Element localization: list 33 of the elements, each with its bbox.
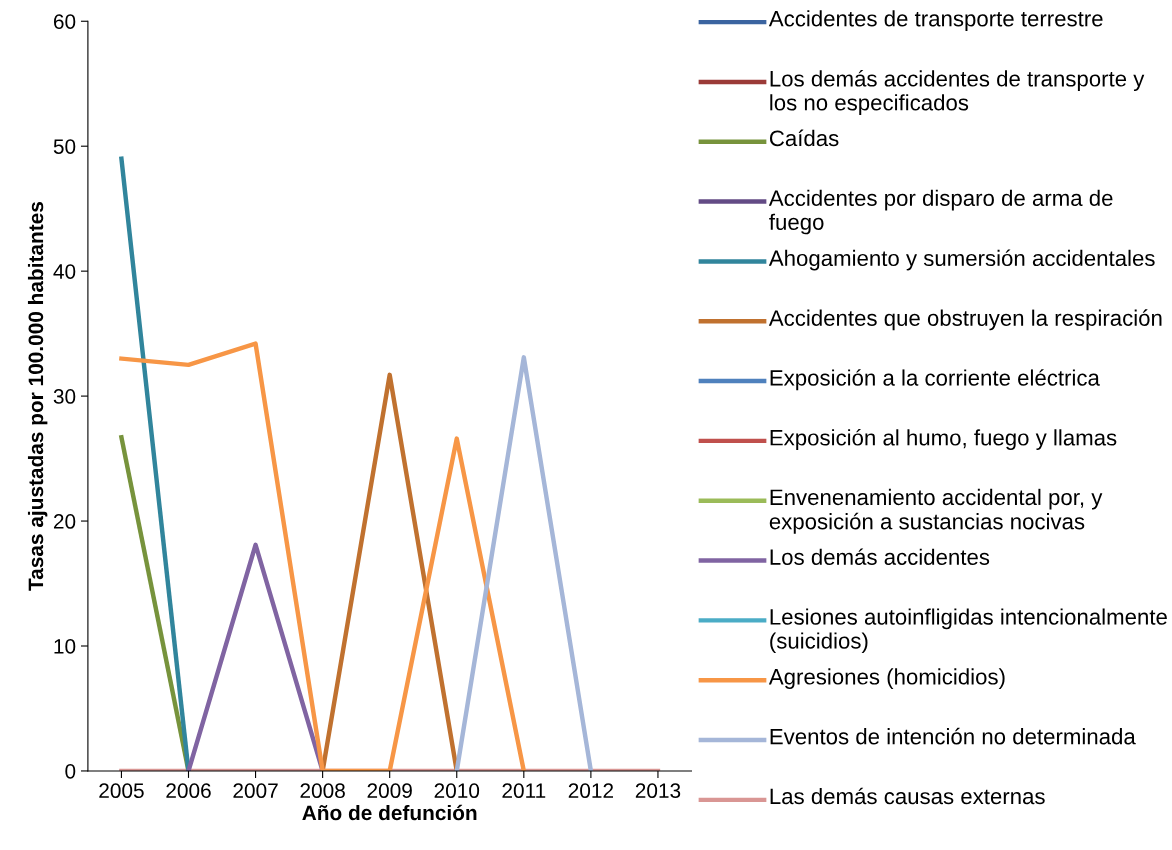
y-tick-label: 50 [53, 139, 76, 154]
y-axis-title: Tasas ajustadas por 100.000 habitantes [27, 202, 48, 591]
line-series [119, 341, 527, 771]
x-tick-label: 2012 [568, 783, 614, 799]
x-axis-title: Año de defunción [302, 804, 477, 821]
y-tick-label: 30 [53, 389, 76, 404]
x-tick-label: 2010 [434, 783, 480, 799]
x-tick-label: 2008 [300, 783, 345, 799]
legend-label: Accidentes de transporte terrestre [768, 10, 1103, 31]
legend-label: Ahogamiento y sumersión accidentales [768, 249, 1155, 271]
legend-label: Las demás causas externas [770, 787, 1045, 805]
x-tick-label: 2011 [502, 783, 546, 799]
x-tick-label: 2006 [166, 783, 211, 799]
y-tick-label: 40 [53, 264, 76, 279]
legend-label: Lesiones autoinfligidas intencionalmente (suicidios) [770, 608, 1167, 654]
x-tick-label: 2013 [635, 783, 681, 799]
y-tick-label: 0 [65, 763, 76, 779]
legend-label: Los demás accidentes [770, 548, 990, 565]
legend-label: Accidentes que obstruyen la respiración [768, 309, 1162, 331]
legend-label: Envenenamiento accidental por, y exposición a sustancias nocivas [769, 488, 1103, 534]
legend-label: Accidentes por disparo de arma de fuego [768, 189, 1113, 235]
legend-label: Eventos de intención no determinada [770, 727, 1136, 745]
y-tick-label: 10 [54, 639, 76, 654]
y-tick-label: 20 [53, 514, 76, 529]
y-tick-label: 60 [53, 14, 76, 29]
x-tick-label: 2009 [367, 783, 412, 799]
legend-label: Exposición a la corriente eléctrica [770, 369, 1100, 391]
x-tick-label: 2007 [233, 783, 278, 799]
legend-label: Agresiones (homicidios) [768, 668, 1005, 690]
legend-label: Caídas [769, 129, 839, 147]
x-tick-label: 2005 [99, 783, 144, 799]
legend-label: Exposición al humo, fuego y llamas [770, 428, 1117, 450]
legend-label: Los demás accidentes de transporte y los no especificados [770, 70, 1145, 115]
